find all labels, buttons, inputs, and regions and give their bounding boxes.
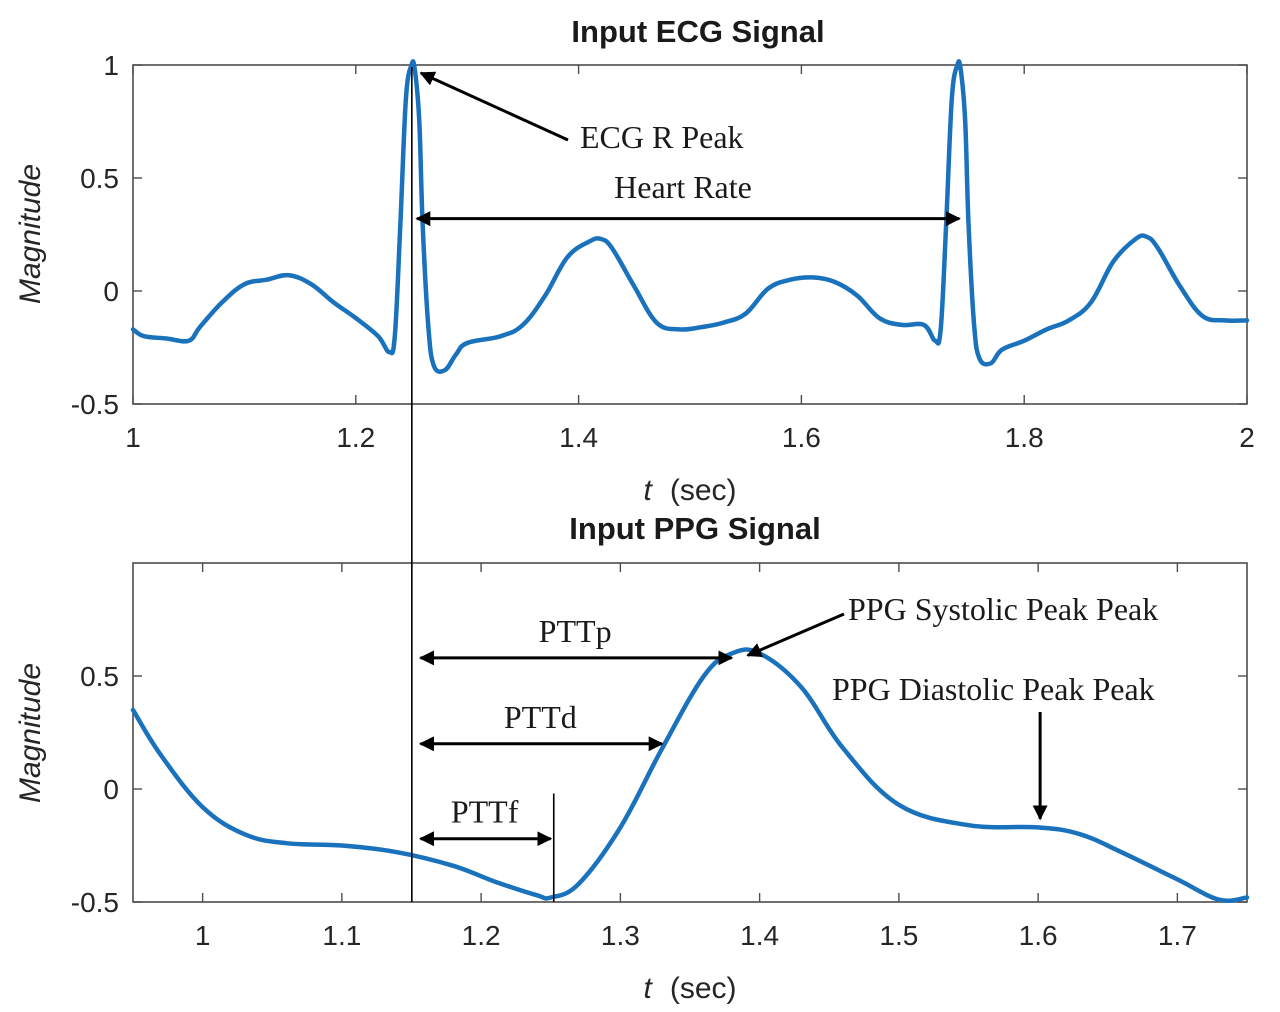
ppg-chart: Input PPG Signal 1 1.1 1.2 1.3 1.4 1.5 1.6 1.7 …	[14, 511, 1250, 1005]
ecg-chart-title: Input ECG Signal	[571, 14, 824, 49]
ecg-signal-line	[130, 59, 1250, 374]
ecg-x-axis-unit: (sec)	[670, 474, 737, 507]
pttd-label: PTTd	[504, 699, 577, 735]
ppg-y-axis-label: Magnitude	[14, 663, 47, 803]
ecg-x-tick-label: 1.4	[559, 422, 598, 453]
ecg-r-peak-label: ECG R Peak	[580, 119, 744, 155]
ecg-x-tick-label: 2	[1239, 422, 1255, 453]
ppg-x-tick-label: 1.6	[1019, 920, 1058, 951]
ppg-x-tick-label: 1.4	[740, 920, 779, 951]
ppg-chart-title: Input PPG Signal	[569, 511, 820, 546]
ecg-x-tick-label: 1.8	[1005, 422, 1044, 453]
ecg-x-tick-label: 1.2	[336, 422, 375, 453]
ppg-systolic-peak-label: PPG Systolic Peak Peak	[848, 591, 1158, 627]
ecg-r-peak-arrow	[419, 71, 569, 142]
ppg-x-tick-label: 1.7	[1158, 920, 1197, 951]
ppg-x-tick-label: 1.3	[601, 920, 640, 951]
pttp-label: PTTp	[539, 613, 612, 649]
ecg-x-axis-var: t	[643, 474, 653, 507]
ppg-y-tick-label: 0	[103, 774, 119, 805]
ppg-diastolic-peak-label: PPG Diastolic Peak Peak	[832, 671, 1155, 707]
ppg-systolic-peak-arrow	[746, 612, 845, 657]
ecg-y-axis-label: Magnitude	[14, 164, 47, 304]
ppg-y-tick-label: 0.5	[80, 661, 119, 692]
ecg-x-tick-label: 1.6	[782, 422, 821, 453]
pttf-label: PTTf	[451, 794, 519, 830]
ecg-y-tick-label: 0.5	[80, 163, 119, 194]
ppg-x-axis-unit: (sec)	[670, 972, 737, 1005]
ecg-x-tick-label: 1	[125, 422, 141, 453]
ppg-x-tick-label: 1.1	[322, 920, 361, 951]
ecg-x-axis-label: t (sec)	[643, 474, 736, 507]
ppg-y-tick-label: -0.5	[71, 887, 119, 918]
heart-rate-label: Heart Rate	[614, 169, 752, 205]
ppg-x-axis-var: t	[643, 972, 653, 1005]
ecg-y-tick-label: 0	[103, 276, 119, 307]
ecg-plot-area	[132, 64, 1248, 405]
ppg-x-tick-label: 1.2	[462, 920, 501, 951]
ecg-y-tick-label: -0.5	[71, 389, 119, 420]
ecg-y-tick-label: 1	[103, 50, 119, 81]
ppg-x-axis-label: t (sec)	[643, 972, 736, 1005]
ppg-x-tick-label: 1	[195, 920, 211, 951]
ecg-chart: Input ECG Signal 1 1.2 1.4 1.6 1.8 2 -0.5 0 0.5…	[14, 14, 1255, 507]
ppg-x-tick-label: 1.5	[879, 920, 918, 951]
